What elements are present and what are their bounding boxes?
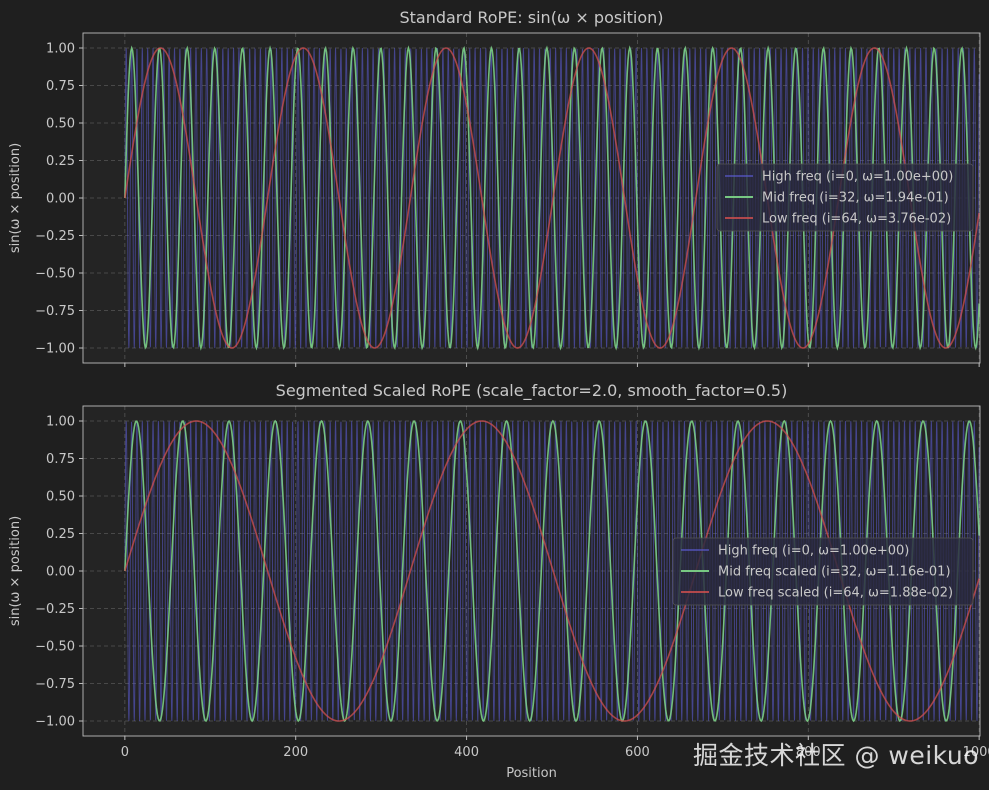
legend-box	[716, 163, 974, 232]
y-tick-label: −1.00	[35, 342, 75, 357]
watermark-text: 掘金技术社区 @ weikuo	[693, 741, 980, 770]
legend-label-1: High freq (i=0, ω=1.00e+00)	[762, 170, 953, 185]
y-tick-label: 1.00	[46, 415, 75, 430]
series-line-1	[124, 47, 980, 349]
legend-label-3: Low freq (i=64, ω=3.76e-02)	[762, 212, 951, 227]
y-tick-label: −0.25	[35, 602, 75, 617]
series-line-2	[124, 419, 980, 723]
legend-label-3: Low freq scaled (i=64, ω=1.88e-02)	[718, 586, 953, 601]
y-axis-label: sin(ω × position)	[8, 143, 23, 253]
chart-panel-1: 1.00 0.75 0.50 0.25 0.00 −0.25 −0.50 −0.75 −1.00…	[8, 8, 981, 367]
x-tick-label: 200	[283, 745, 308, 760]
x-tick-label: 400	[454, 745, 479, 760]
legend: High freq (i=0, ω=1.00e+00) Mid freq scal…	[672, 537, 974, 606]
x-tick-label: 600	[625, 745, 650, 760]
legend-label-2: Mid freq (i=32, ω=1.94e-01)	[762, 191, 949, 206]
chart-title: Segmented Scaled RoPE (scale_factor=2.0,…	[276, 381, 788, 401]
chart-title: Standard RoPE: sin(ω × position)	[399, 8, 663, 27]
chart-panel-2: 1.00 0.75 0.50 0.25 0.00 −0.25 −0.50 −0.75 −1.00…	[8, 381, 989, 781]
y-tick-label: 0.50	[46, 490, 75, 505]
y-tick-label: 0.00	[46, 192, 75, 207]
x-axis-label: Position	[506, 766, 557, 781]
y-axis-label: sin(ω × position)	[8, 516, 23, 626]
y-tick-label: −0.50	[35, 267, 75, 282]
y-tick-label: 0.00	[46, 565, 75, 580]
y-tick-label: 0.75	[46, 79, 75, 94]
legend-label-2: Mid freq scaled (i=32, ω=1.16e-01)	[718, 565, 951, 580]
y-tick-label: 1.00	[46, 42, 75, 57]
y-tick-label: 0.25	[46, 527, 75, 542]
series-line-1	[124, 420, 980, 722]
x-tick-label: 1000	[963, 745, 989, 760]
y-tick-label: −0.75	[35, 304, 75, 319]
y-tick-label: 0.75	[46, 452, 75, 467]
y-tick-label: −1.00	[35, 715, 75, 730]
legend: High freq (i=0, ω=1.00e+00) Mid freq (i=3…	[716, 163, 974, 232]
legend-label-1: High freq (i=0, ω=1.00e+00)	[718, 544, 909, 559]
legend-box	[672, 537, 974, 606]
y-tick-label: 0.25	[46, 154, 75, 169]
y-tick-label: −0.25	[35, 229, 75, 244]
series-line-2	[124, 45, 980, 351]
y-tick-label: 0.50	[46, 117, 75, 132]
x-tick-label: 0	[121, 745, 129, 760]
y-tick-label: −0.50	[35, 640, 75, 655]
y-tick-label: −0.75	[35, 677, 75, 692]
x-tick-label: 800	[796, 745, 821, 760]
